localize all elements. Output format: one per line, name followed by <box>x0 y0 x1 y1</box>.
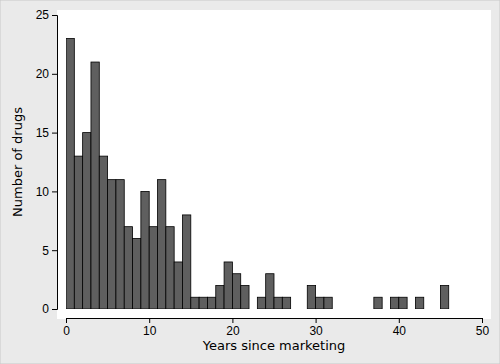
bar <box>316 297 324 309</box>
x-tick-label: 30 <box>309 324 323 338</box>
bar <box>91 62 99 309</box>
bar <box>133 238 141 309</box>
bar <box>166 227 174 309</box>
x-tick: 20 <box>226 318 240 338</box>
y-tick-label: 10 <box>36 185 50 199</box>
x-tick-mark <box>316 318 317 323</box>
bar <box>174 262 182 309</box>
bar <box>415 297 423 309</box>
bar <box>341 309 349 310</box>
y-axis-line <box>52 16 58 310</box>
y-tick-label: 25 <box>36 8 50 22</box>
x-axis: 0 10 20 30 40 50 <box>63 318 489 338</box>
bar <box>66 39 74 309</box>
x-tick: 30 <box>309 318 323 338</box>
y-tick-label: 15 <box>36 126 50 140</box>
bar <box>207 297 215 309</box>
x-tick-label: 20 <box>226 324 240 338</box>
bar <box>382 309 390 310</box>
y-axis: 0 5 10 15 20 25 <box>36 8 58 316</box>
bar <box>124 227 132 309</box>
bar <box>424 309 432 310</box>
x-tick-label: 0 <box>63 324 70 338</box>
bar <box>158 180 166 309</box>
bar <box>440 285 448 309</box>
y-tick: 5 <box>42 244 57 258</box>
y-tick-label: 0 <box>42 302 49 316</box>
y-tick-mark <box>52 133 57 134</box>
bar <box>299 309 307 310</box>
y-tick: 0 <box>42 302 57 316</box>
x-tick: 50 <box>476 318 490 338</box>
bar <box>307 285 315 309</box>
bars <box>66 39 449 309</box>
x-tick-mark <box>66 318 67 323</box>
bar <box>108 180 116 309</box>
bar <box>349 309 357 310</box>
x-tick: 10 <box>143 318 157 338</box>
x-tick: 0 <box>63 318 70 338</box>
x-tick: 40 <box>393 318 407 338</box>
bar <box>374 297 382 309</box>
background <box>0 0 500 364</box>
bar <box>182 215 190 309</box>
plot-area <box>57 10 491 319</box>
bar <box>141 191 149 309</box>
bar <box>232 274 240 309</box>
y-tick-mark <box>52 309 57 310</box>
bar <box>199 297 207 309</box>
bar <box>257 297 265 309</box>
x-axis-title: Years since marketing <box>202 338 346 353</box>
x-tick-label: 40 <box>393 324 407 338</box>
bar <box>390 297 398 309</box>
bar <box>74 156 82 309</box>
y-tick-mark <box>52 250 57 251</box>
x-axis-line <box>67 319 483 324</box>
bar <box>366 309 374 310</box>
bar <box>407 309 415 310</box>
y-tick: 25 <box>36 8 57 22</box>
bar <box>191 297 199 309</box>
y-tick-mark <box>52 191 57 192</box>
x-tick-mark <box>149 318 150 323</box>
x-tick-label: 50 <box>476 324 490 338</box>
bar <box>83 133 91 309</box>
bar <box>291 309 299 310</box>
x-tick-mark <box>399 318 400 323</box>
bar <box>216 285 224 309</box>
bar <box>432 309 440 310</box>
bar <box>324 297 332 309</box>
x-tick-mark <box>232 318 233 323</box>
y-tick-mark <box>52 15 57 16</box>
y-tick: 10 <box>36 185 57 199</box>
y-axis-title: Number of drugs <box>10 107 25 217</box>
bar <box>274 297 282 309</box>
y-tick: 15 <box>36 126 57 140</box>
x-tick-mark <box>482 318 483 323</box>
y-tick: 20 <box>36 67 57 81</box>
bar <box>149 227 157 309</box>
y-tick-label: 5 <box>42 244 49 258</box>
bar <box>357 309 365 310</box>
bar <box>99 156 107 309</box>
chart: 0 10 20 30 40 50 0 5 10 15 20 25 Years since marketi… <box>0 0 500 364</box>
x-tick-label: 10 <box>143 324 157 338</box>
bar <box>282 297 290 309</box>
bar <box>266 274 274 309</box>
bar <box>241 285 249 309</box>
y-tick-label: 20 <box>36 67 50 81</box>
bar <box>249 309 257 310</box>
bar <box>116 180 124 309</box>
bar <box>399 297 407 309</box>
bar <box>224 262 232 309</box>
y-tick-mark <box>52 74 57 75</box>
bar <box>332 309 340 310</box>
